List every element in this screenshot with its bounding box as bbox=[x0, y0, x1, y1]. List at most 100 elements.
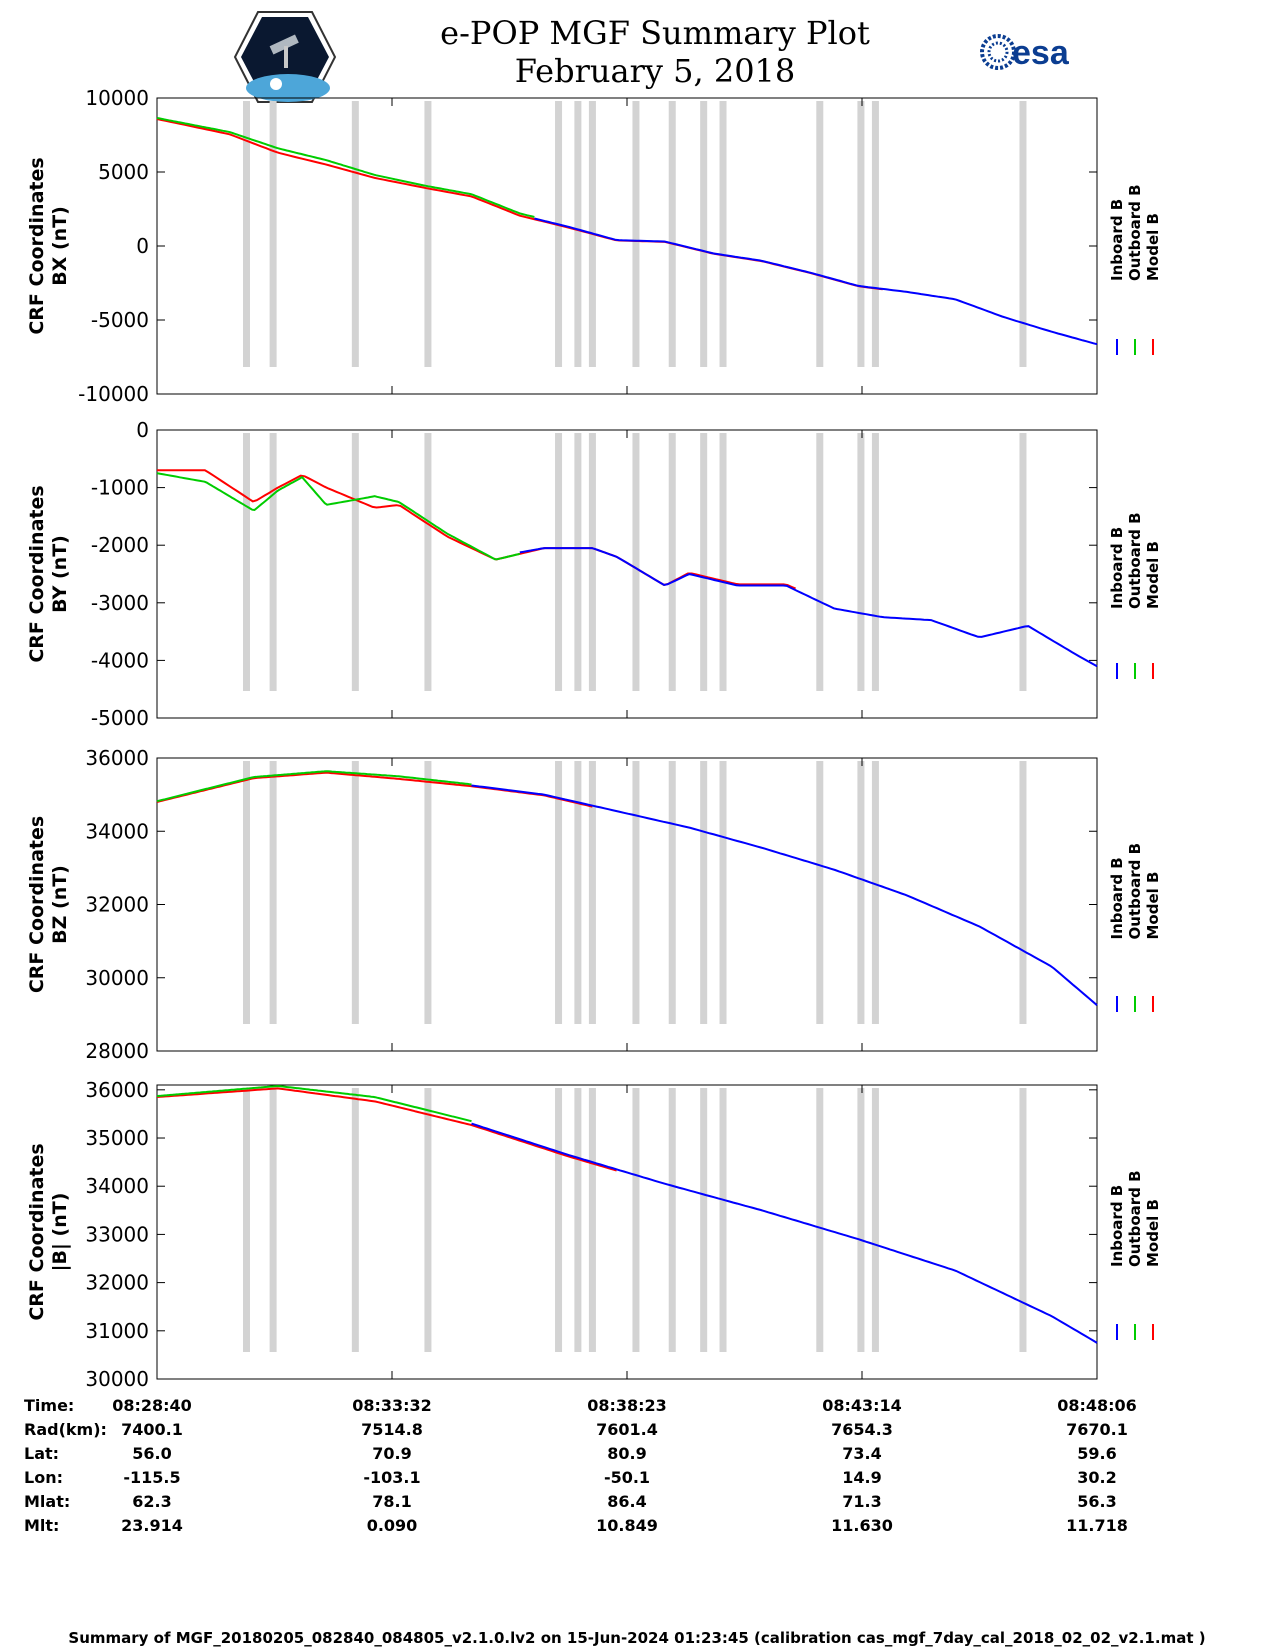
y-tick-label: 32000 bbox=[85, 1271, 149, 1295]
gap-band bbox=[700, 101, 708, 367]
gap-band bbox=[668, 433, 676, 691]
chart-title-line1: e-POP MGF Summary Plot bbox=[440, 14, 870, 52]
gap-band bbox=[857, 1088, 865, 1352]
gap-band bbox=[424, 761, 432, 1024]
y-tick-label: -4000 bbox=[91, 648, 149, 672]
y-tick-label: -1000 bbox=[91, 476, 149, 500]
table-cell: 0.090 bbox=[367, 1516, 418, 1535]
table-cell: 11.718 bbox=[1066, 1516, 1128, 1535]
gap-band bbox=[871, 761, 879, 1024]
gap-band bbox=[719, 101, 727, 367]
table-cell: 23.914 bbox=[121, 1516, 183, 1535]
legend-label: Model B bbox=[1144, 1199, 1162, 1267]
table-cell: 71.3 bbox=[842, 1492, 881, 1511]
gap-band bbox=[816, 761, 824, 1024]
table-cell: 56.0 bbox=[132, 1444, 171, 1463]
series-line-outboard-b bbox=[156, 1085, 472, 1123]
y-tick-label: 34000 bbox=[85, 819, 149, 843]
legend-label: Outboard B bbox=[1126, 184, 1144, 281]
table-cell: 10.849 bbox=[596, 1516, 658, 1535]
table-row-label: Time: bbox=[24, 1396, 74, 1415]
gap-band bbox=[351, 761, 359, 1024]
gap-band bbox=[351, 433, 359, 691]
gap-band bbox=[269, 101, 277, 367]
table-cell: 08:33:32 bbox=[352, 1396, 432, 1415]
gap-band bbox=[1019, 101, 1027, 367]
y-tick-label: 0 bbox=[136, 418, 149, 442]
gap-band bbox=[871, 101, 879, 367]
gap-band bbox=[857, 761, 865, 1024]
y-tick-label: 36000 bbox=[85, 746, 149, 770]
y-axis-label-line2: BZ (nT) bbox=[49, 865, 71, 944]
series-line-outboard-b bbox=[156, 472, 521, 561]
table-cell: 7400.1 bbox=[121, 1420, 183, 1439]
table-cell: -115.5 bbox=[123, 1468, 180, 1487]
panel-bx: 10000 5000 0 -5000 -10000 CRF Coordinates BX (… bbox=[26, 86, 1162, 406]
y-tick-label: 10000 bbox=[85, 86, 149, 110]
table-cell: 70.9 bbox=[372, 1444, 411, 1463]
y-axis-label-line1: CRF Coordinates bbox=[26, 157, 48, 334]
table-row-label: Rad(km): bbox=[24, 1420, 107, 1439]
legend: Inboard B Outboard B Model B bbox=[1108, 184, 1162, 355]
gap-band bbox=[871, 1088, 879, 1352]
legend-label: Inboard B bbox=[1108, 199, 1126, 281]
series-line-inboard-b bbox=[519, 547, 1098, 668]
gap-band bbox=[632, 1088, 640, 1352]
gap-band bbox=[857, 433, 865, 691]
gap-band bbox=[668, 761, 676, 1024]
esa-logo: esa bbox=[980, 34, 1070, 72]
table-cell: 78.1 bbox=[372, 1492, 411, 1511]
gap-band bbox=[700, 1088, 708, 1352]
table-cell: 30.2 bbox=[1077, 1468, 1116, 1487]
gap-band bbox=[816, 433, 824, 691]
y-tick-label: 33000 bbox=[85, 1222, 149, 1246]
table-cell: 7654.3 bbox=[831, 1420, 893, 1439]
gap-band bbox=[632, 433, 640, 691]
legend-label: Model B bbox=[1144, 213, 1162, 281]
gap-band bbox=[424, 1088, 432, 1352]
table-cell: 08:43:14 bbox=[822, 1396, 902, 1415]
legend-label: Inboard B bbox=[1108, 1185, 1126, 1267]
table-cell: 14.9 bbox=[842, 1468, 881, 1487]
table-cell: 73.4 bbox=[842, 1444, 881, 1463]
gap-band bbox=[816, 1088, 824, 1352]
legend-label: Outboard B bbox=[1126, 1170, 1144, 1267]
series-line-inboard-b bbox=[471, 784, 1098, 1006]
orbit-info-table: Time: Rad(km): Lat: Lon: Mlat: Mlt: 08:28:40 74… bbox=[24, 1396, 1137, 1535]
gap-band bbox=[668, 101, 676, 367]
gap-band bbox=[700, 761, 708, 1024]
legend: Inboard B Outboard B Model B bbox=[1108, 843, 1162, 1012]
gap-band bbox=[857, 101, 865, 367]
gap-band bbox=[588, 433, 596, 691]
table-cell: 7514.8 bbox=[361, 1420, 423, 1439]
table-cell: 7670.1 bbox=[1066, 1420, 1128, 1439]
table-cell: 59.6 bbox=[1077, 1444, 1116, 1463]
legend-label: Model B bbox=[1144, 872, 1162, 940]
table-cell: 86.4 bbox=[607, 1492, 646, 1511]
gap-band bbox=[588, 761, 596, 1024]
esa-logo-text: esa bbox=[1012, 34, 1070, 72]
table-cell: 62.3 bbox=[132, 1492, 171, 1511]
table-row-label: Mlat: bbox=[24, 1492, 70, 1511]
table-cell: -50.1 bbox=[604, 1468, 650, 1487]
table-row-label: Lon: bbox=[24, 1468, 63, 1487]
panel-bz: 36000 34000 32000 30000 28000 CRF Coordinates… bbox=[26, 746, 1162, 1063]
y-axis-label-line1: CRF Coordinates bbox=[26, 816, 48, 993]
gap-band bbox=[424, 433, 432, 691]
gap-band bbox=[555, 1088, 563, 1352]
gap-band bbox=[700, 433, 708, 691]
y-tick-label: 30000 bbox=[85, 966, 149, 990]
plot-frame bbox=[156, 1084, 1098, 1380]
gap-band bbox=[1019, 433, 1027, 691]
y-axis-label-line1: CRF Coordinates bbox=[26, 1143, 48, 1320]
y-tick-label: 5000 bbox=[98, 160, 149, 184]
gap-band bbox=[574, 761, 582, 1024]
gap-band bbox=[816, 101, 824, 367]
panel-bmag: 36000 35000 34000 33000 32000 31000 30000 CRF C… bbox=[26, 1078, 1162, 1391]
gap-band bbox=[871, 433, 879, 691]
gap-band bbox=[719, 761, 727, 1024]
gap-band bbox=[351, 101, 359, 367]
table-cell: -103.1 bbox=[363, 1468, 420, 1487]
y-tick-label: 36000 bbox=[85, 1078, 149, 1102]
